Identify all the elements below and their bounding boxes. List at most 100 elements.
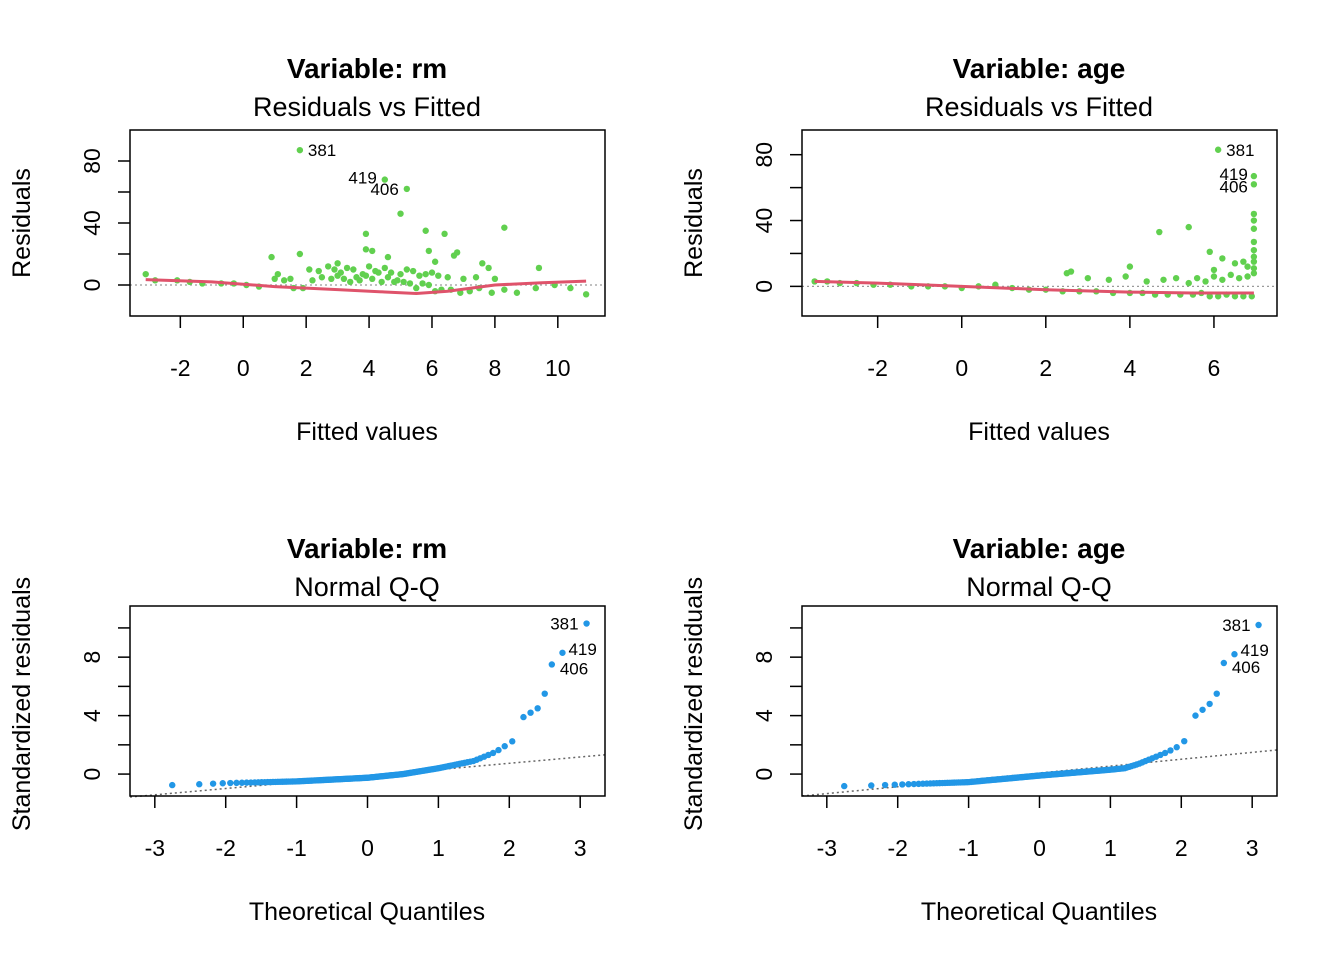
qq-point xyxy=(1213,690,1220,697)
outlier-label-381: 381 xyxy=(308,141,336,160)
x-axis-label: Theoretical Quantiles xyxy=(249,898,485,926)
outlier-point xyxy=(559,649,566,656)
outlier-label-419: 419 xyxy=(348,169,376,188)
outlier-label-381: 381 xyxy=(1226,141,1254,160)
data-points xyxy=(169,620,590,789)
residual-point xyxy=(1143,278,1150,285)
residual-point xyxy=(1231,260,1239,267)
residual-point xyxy=(369,275,376,282)
chart-panel-3: Variable: rm Normal Q-Q Theoretical Quanti… xyxy=(8,533,606,926)
residual-point xyxy=(1206,248,1213,256)
qq-point xyxy=(1206,700,1213,708)
residual-point xyxy=(501,224,508,231)
chart-title: Variable: age xyxy=(953,53,1126,84)
y-axis-label: Standardized residuals xyxy=(8,577,36,831)
residual-point xyxy=(485,264,492,272)
x-tick-label: 6 xyxy=(426,355,439,381)
x-tick-label: 3 xyxy=(1246,835,1259,861)
x-tick-label: -2 xyxy=(867,355,887,381)
outlier-label-406: 406 xyxy=(1232,658,1260,677)
residual-point xyxy=(280,277,288,284)
qq-point xyxy=(1192,712,1199,719)
y-axis-label: Residuals xyxy=(680,168,708,278)
residual-point xyxy=(1235,274,1243,282)
qq-point xyxy=(489,749,497,757)
x-tick-label: 0 xyxy=(361,835,374,861)
residual-point xyxy=(309,277,316,284)
residual-point xyxy=(1250,217,1258,224)
y-tick-label: 40 xyxy=(79,210,105,236)
chart-panel-1: Variable: rm Residuals vs Fitted Fitted va… xyxy=(8,53,606,446)
residual-point xyxy=(428,269,436,276)
y-tick-label: 0 xyxy=(751,768,777,781)
plot-frame xyxy=(801,129,1278,317)
residual-point xyxy=(1244,273,1251,280)
outlier-point xyxy=(1250,172,1258,180)
residual-point xyxy=(142,270,149,278)
residual-point xyxy=(372,267,379,275)
qq-point xyxy=(1167,747,1174,754)
residual-point xyxy=(1240,293,1247,300)
residual-point xyxy=(1219,276,1226,283)
residual-point xyxy=(340,275,348,282)
residual-point xyxy=(425,247,433,255)
residual-point xyxy=(350,266,357,273)
qq-point xyxy=(233,779,240,787)
residual-point xyxy=(306,266,313,273)
x-tick-label: 4 xyxy=(363,355,376,381)
residual-point xyxy=(1160,276,1167,283)
x-axis-label: Fitted values xyxy=(296,418,438,446)
residual-point xyxy=(378,278,385,286)
residual-point xyxy=(1250,270,1258,277)
y-tick-label: 80 xyxy=(79,148,105,174)
qq-point xyxy=(905,781,912,788)
qq-point xyxy=(541,690,548,697)
residual-point xyxy=(1250,225,1258,232)
residual-point xyxy=(1122,273,1129,280)
y-axis-label: Standardized residuals xyxy=(680,577,708,831)
y-tick-label: 8 xyxy=(79,651,105,664)
y-axis-label: Residuals xyxy=(8,168,36,278)
x-tick-label: 6 xyxy=(1208,355,1221,381)
residual-point xyxy=(1172,274,1180,282)
outlier-point xyxy=(403,185,411,193)
data-points xyxy=(841,621,1262,790)
chart-panel-2: Variable: age Residuals vs Fitted Fitted v… xyxy=(680,53,1278,446)
outlier-label-406: 406 xyxy=(560,659,588,678)
residual-point xyxy=(318,274,326,281)
qq-point xyxy=(501,743,508,750)
smooth-line xyxy=(814,279,1254,295)
residual-point xyxy=(409,267,417,275)
residual-point xyxy=(346,278,354,286)
y-tick-label: 0 xyxy=(79,768,105,781)
residual-point xyxy=(1227,271,1234,279)
x-tick-label: -3 xyxy=(817,835,837,861)
x-tick-label: -1 xyxy=(286,835,306,861)
qq-point xyxy=(910,780,918,788)
residual-point xyxy=(431,258,439,265)
residual-point xyxy=(406,280,414,287)
qq-point xyxy=(196,781,203,788)
residual-point xyxy=(400,278,407,286)
residual-point xyxy=(1210,266,1218,274)
residual-point xyxy=(419,280,426,287)
residual-point xyxy=(488,289,495,296)
residual-point xyxy=(1250,210,1258,218)
chart-subtitle: Normal Q-Q xyxy=(294,572,440,602)
chart-subtitle: Residuals vs Fitted xyxy=(253,92,481,122)
chart-panel-4: Variable: age Normal Q-Q Theoretical Quant… xyxy=(680,533,1278,926)
outlier-point xyxy=(548,661,556,668)
residual-point xyxy=(1231,293,1239,300)
residual-point xyxy=(403,266,411,273)
outlier-label-419: 419 xyxy=(1220,165,1248,184)
outlier-label-406: 406 xyxy=(1220,177,1248,196)
qq-point xyxy=(495,746,502,754)
residual-point xyxy=(365,263,373,270)
residual-point xyxy=(532,284,539,292)
x-tick-label: 0 xyxy=(1033,835,1046,861)
residual-point xyxy=(1240,258,1247,265)
residual-point xyxy=(1214,293,1222,300)
qq-point xyxy=(534,705,541,712)
qq-point xyxy=(841,782,848,790)
